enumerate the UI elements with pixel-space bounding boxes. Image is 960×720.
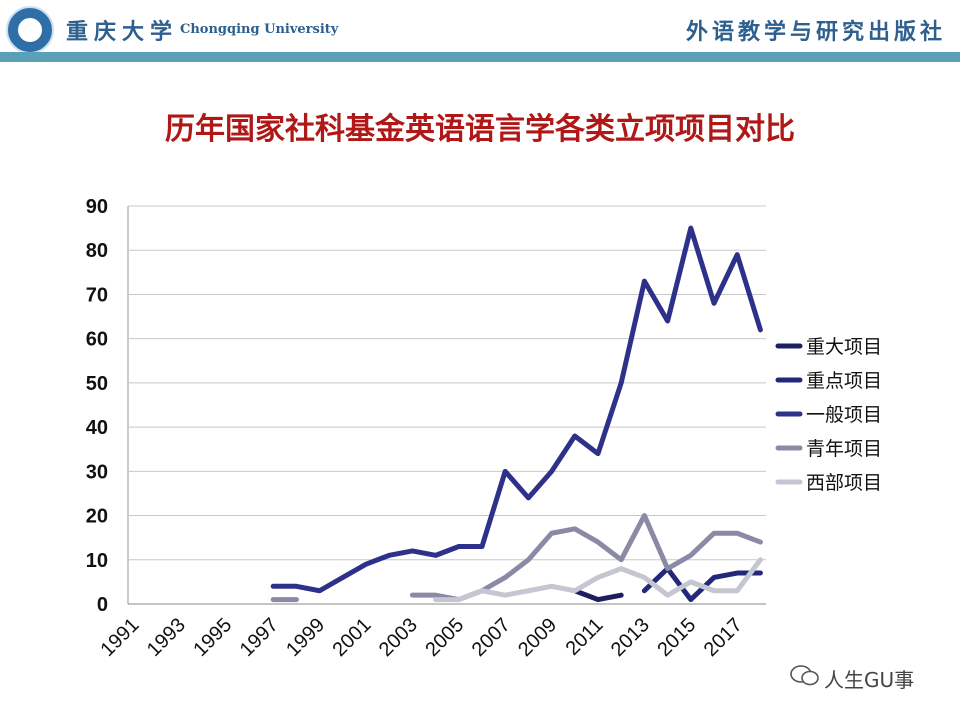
legend-label: 一般项目: [806, 404, 882, 426]
x-tick-label: 1993: [143, 614, 190, 661]
x-tick-label: 2013: [607, 614, 654, 661]
x-tick-label: 2011: [562, 614, 608, 660]
x-tick-label: 2005: [421, 614, 468, 661]
y-tick-label: 40: [86, 417, 108, 439]
x-tick-label: 1995: [189, 614, 236, 661]
publisher-name: 外语教学与研究出版社: [685, 19, 946, 45]
x-tick-label: 1997: [236, 614, 283, 661]
y-tick-label: 0: [97, 594, 108, 616]
y-tick-label: 80: [86, 240, 108, 262]
x-tick-label: 1999: [282, 614, 329, 661]
legend-label: 西部项目: [806, 472, 882, 494]
legend-label: 重大项目: [806, 336, 882, 358]
x-axis-ticks: 1991 1993 1995 1997 1999 2001 2003 2005 2007 2009…: [97, 614, 747, 661]
y-tick-label: 10: [86, 550, 108, 572]
y-axis-ticks: 0 10 20 30 40 50 60 70 80 90: [86, 196, 108, 616]
university-name-cn: 重庆大学: [66, 19, 179, 45]
y-tick-label: 30: [86, 461, 108, 483]
chat-bubble-icon: [790, 665, 819, 686]
series-line: [270, 225, 763, 594]
y-tick-label: 20: [86, 506, 108, 528]
university-logo-icon: [6, 6, 54, 54]
header-band: [0, 52, 960, 62]
watermark-text: 人生GU事: [824, 668, 915, 692]
y-tick-label: 90: [86, 196, 108, 218]
y-tick-label: 70: [86, 284, 108, 306]
university-name-en: Chongqing University: [180, 22, 339, 37]
legend-label: 青年项目: [806, 438, 882, 460]
x-tick-label: 1991: [97, 614, 144, 661]
x-tick-label: 2003: [375, 614, 422, 661]
slide-header: 重庆大学 Chongqing University 外语教学与研究出版社: [0, 0, 960, 62]
x-tick-label: 2015: [653, 614, 700, 661]
chart-gridlines: [127, 205, 766, 605]
chart-series: [270, 225, 763, 603]
x-tick-label: 2017: [700, 614, 747, 661]
series-line: [572, 588, 624, 603]
series-line: [433, 557, 763, 603]
y-tick-label: 60: [86, 329, 108, 351]
legend-label: 重点项目: [806, 370, 882, 392]
chart-title: 历年国家社科基金英语语言学各类立项项目对比: [165, 112, 795, 147]
y-tick-label: 50: [86, 373, 108, 395]
x-tick-label: 2009: [514, 614, 561, 661]
x-tick-label: 2007: [468, 614, 515, 661]
x-tick-label: 2001: [329, 614, 376, 661]
